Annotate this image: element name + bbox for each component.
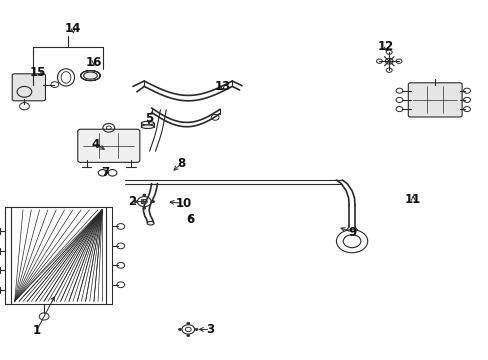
Text: 13: 13	[214, 80, 230, 93]
Circle shape	[134, 201, 137, 203]
Circle shape	[186, 322, 189, 324]
Text: 8: 8	[177, 157, 184, 170]
Text: 2: 2	[128, 195, 136, 208]
Ellipse shape	[141, 121, 154, 125]
Text: 6: 6	[186, 213, 194, 226]
Text: 12: 12	[377, 40, 394, 53]
Circle shape	[151, 201, 154, 203]
Text: 11: 11	[404, 193, 421, 206]
Circle shape	[178, 328, 181, 330]
Circle shape	[142, 194, 145, 196]
Ellipse shape	[83, 72, 97, 79]
Circle shape	[186, 334, 189, 337]
Text: 3: 3	[206, 323, 214, 336]
Text: 10: 10	[175, 197, 191, 210]
Circle shape	[195, 328, 198, 330]
Text: 15: 15	[30, 66, 46, 79]
Text: 14: 14	[65, 22, 81, 35]
Bar	[11, 207, 106, 304]
Text: 5: 5	[145, 112, 153, 125]
Ellipse shape	[141, 125, 154, 129]
FancyBboxPatch shape	[78, 129, 140, 162]
Text: 16: 16	[85, 56, 102, 69]
FancyBboxPatch shape	[12, 74, 45, 101]
Text: 7: 7	[101, 166, 109, 179]
Text: 1: 1	[33, 324, 41, 337]
FancyBboxPatch shape	[407, 83, 461, 117]
Text: 9: 9	[347, 226, 355, 239]
Text: 4: 4	[91, 138, 99, 150]
Ellipse shape	[147, 221, 154, 225]
Circle shape	[142, 207, 145, 209]
